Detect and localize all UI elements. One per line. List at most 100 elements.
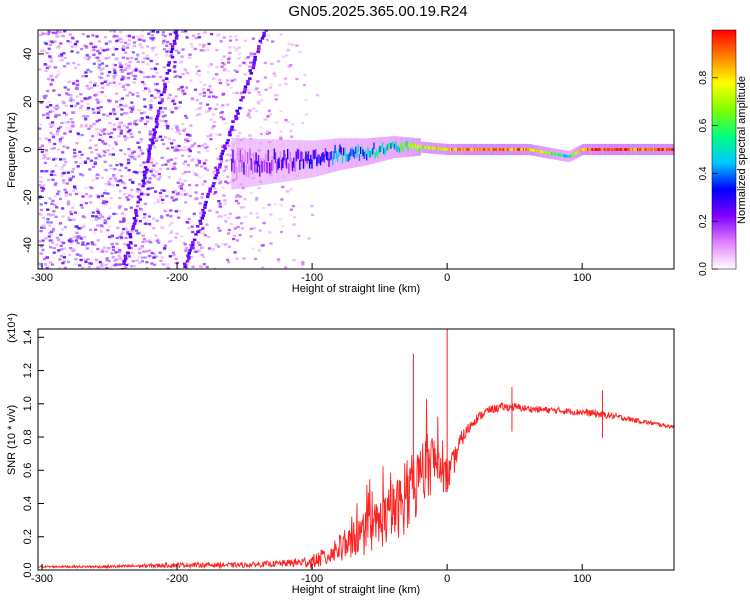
heatmap-cell bbox=[629, 148, 632, 151]
heatmap-cell bbox=[442, 147, 445, 151]
heatmap-cell bbox=[273, 148, 276, 160]
heatmap-cell bbox=[419, 143, 422, 149]
heatmap-cell bbox=[198, 107, 202, 110]
heatmap-cell bbox=[123, 68, 127, 72]
heatmap-cell bbox=[221, 92, 226, 95]
heatmap-cell bbox=[127, 64, 131, 67]
heatmap-cell bbox=[471, 148, 474, 151]
heatmap-cell bbox=[126, 230, 130, 233]
heatmap-cell bbox=[53, 183, 57, 187]
heatmap-cell bbox=[302, 159, 305, 169]
heatmap-cell bbox=[232, 149, 234, 163]
heatmap-cell bbox=[188, 183, 192, 187]
heatmap-cell bbox=[43, 263, 48, 266]
heatmap-cell bbox=[215, 168, 220, 172]
heatmap-cell bbox=[100, 250, 104, 253]
heatmap-cell bbox=[160, 216, 164, 219]
heatmap-cell bbox=[385, 146, 388, 153]
heatmap-cell bbox=[227, 245, 231, 248]
colorbar-gradient bbox=[712, 30, 736, 269]
heatmap-cell bbox=[192, 238, 197, 242]
heatmap-cell bbox=[97, 66, 101, 69]
heatmap-cell bbox=[367, 147, 369, 154]
heatmap-cell bbox=[89, 42, 93, 46]
heatmap-cell bbox=[71, 189, 76, 192]
heatmap-cell bbox=[177, 144, 181, 148]
heatmap-cell bbox=[117, 235, 122, 238]
heatmap-cell bbox=[662, 148, 665, 151]
heatmap-cell bbox=[124, 51, 128, 54]
heatmap-cell bbox=[254, 109, 259, 113]
carrier-line bbox=[231, 136, 674, 190]
heatmap-cell bbox=[47, 77, 51, 81]
heatmap-cell bbox=[215, 133, 219, 136]
heatmap-cell bbox=[286, 139, 289, 182]
heatmap-cell bbox=[393, 143, 396, 150]
heatmap-cell bbox=[49, 83, 53, 86]
heatmap-cell bbox=[178, 101, 182, 104]
heatmap-cell bbox=[51, 213, 55, 216]
heatmap-cell bbox=[74, 161, 78, 165]
heatmap-cell bbox=[45, 266, 49, 269]
heatmap-cell bbox=[56, 129, 60, 132]
heatmap-cell bbox=[133, 219, 138, 223]
heatmap-cell bbox=[39, 180, 43, 183]
heatmap-cell bbox=[240, 159, 243, 173]
heatmap-cell bbox=[347, 154, 350, 162]
heatmap-cell bbox=[158, 251, 162, 254]
heatmap-cell bbox=[126, 243, 131, 247]
heatmap-cell bbox=[118, 257, 122, 260]
heatmap-cell bbox=[571, 153, 573, 157]
heatmap-cell bbox=[163, 263, 167, 266]
heatmap-cell bbox=[127, 66, 132, 70]
heatmap-cell bbox=[75, 40, 79, 43]
heatmap-cell bbox=[199, 106, 203, 109]
heatmap-cell bbox=[242, 61, 246, 65]
heatmap-cell bbox=[643, 148, 645, 151]
heatmap-cell bbox=[149, 59, 153, 63]
heatmap-cell bbox=[197, 151, 201, 154]
heatmap-cell bbox=[655, 148, 657, 151]
heatmap-cell bbox=[124, 267, 128, 269]
heatmap-cell bbox=[314, 140, 317, 177]
heatmap-cell bbox=[57, 113, 61, 117]
heatmap-cell bbox=[114, 212, 118, 216]
heatmap-cell bbox=[130, 195, 135, 198]
heatmap-cell bbox=[244, 138, 247, 188]
heatmap-cell bbox=[206, 145, 210, 148]
heatmap-cell bbox=[201, 208, 205, 212]
heatmap-cell bbox=[84, 71, 88, 74]
heatmap-cell bbox=[265, 132, 270, 135]
heatmap-cell bbox=[226, 175, 230, 178]
y-tick-label: 0.4 bbox=[22, 496, 34, 511]
heatmap-cell bbox=[170, 230, 174, 233]
heatmap-cell bbox=[127, 246, 132, 250]
heatmap-cell bbox=[125, 34, 129, 38]
heatmap-cell bbox=[193, 142, 197, 145]
heatmap-cell bbox=[126, 163, 130, 166]
heatmap-cell bbox=[54, 32, 58, 35]
heatmap-cell bbox=[173, 60, 177, 64]
heatmap-cell bbox=[115, 117, 119, 121]
heatmap-cell bbox=[137, 248, 141, 251]
heatmap-cell bbox=[221, 61, 225, 65]
heatmap-cell bbox=[96, 195, 101, 199]
heatmap-cell bbox=[421, 145, 424, 149]
heatmap-cell bbox=[121, 47, 126, 50]
heatmap-cell bbox=[232, 138, 234, 190]
heatmap-cell bbox=[48, 197, 52, 200]
heatmap-cell bbox=[209, 134, 213, 137]
heatmap-cell bbox=[378, 147, 380, 154]
heatmap-cell bbox=[86, 108, 90, 111]
heatmap-cell bbox=[148, 108, 152, 111]
heatmap-cell bbox=[174, 257, 178, 261]
heatmap-cell bbox=[121, 48, 126, 52]
heatmap-cell bbox=[200, 216, 205, 220]
heatmap-cell bbox=[221, 186, 225, 189]
heatmap-cell bbox=[221, 118, 225, 121]
heatmap-cell bbox=[106, 149, 110, 152]
heatmap-cell bbox=[72, 61, 76, 65]
heatmap-cell bbox=[53, 40, 57, 43]
heatmap-cell bbox=[221, 243, 225, 246]
heatmap-cell bbox=[147, 90, 152, 93]
